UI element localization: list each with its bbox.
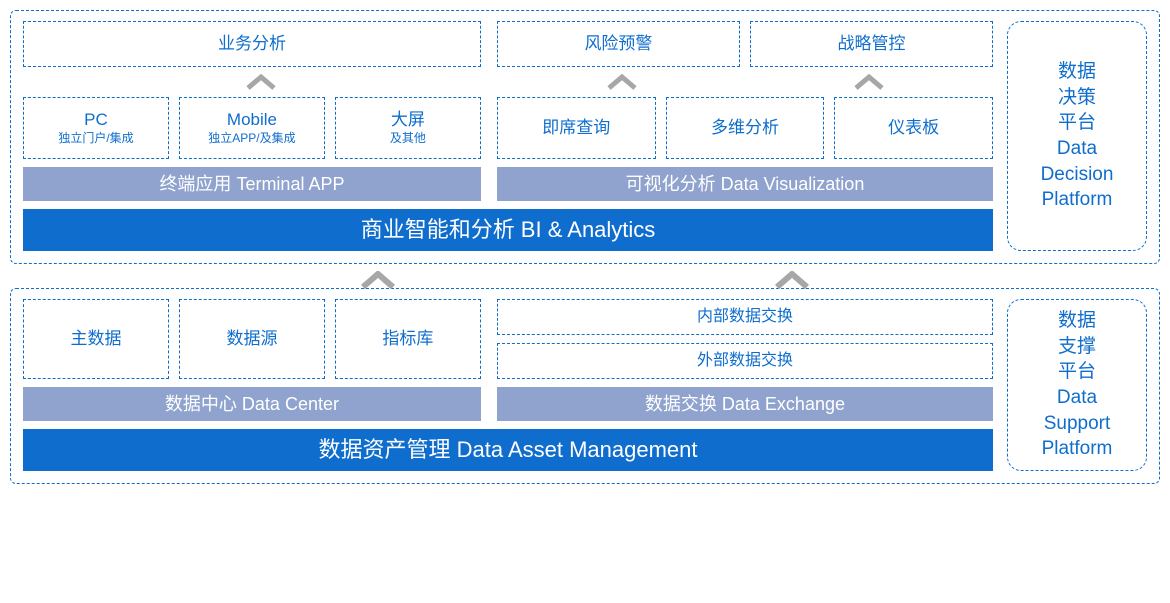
box-multidim-analysis: 多维分析 bbox=[666, 97, 825, 159]
bottom-right-items: 内部数据交换 外部数据交换 bbox=[497, 299, 993, 379]
box-sub: 独立门户/集成 bbox=[58, 132, 133, 146]
top-headline-row: 业务分析 风险预警 战略管控 bbox=[23, 21, 993, 67]
chevron-up-icon bbox=[775, 271, 809, 294]
bar-data-exchange: 数据交换 Data Exchange bbox=[497, 387, 993, 421]
box-sub: 独立APP/及集成 bbox=[208, 132, 295, 146]
bottom-region-main: 主数据 数据源 指标库 内部数据交换 外部数据交换 数据中心 Data Cent… bbox=[23, 299, 993, 471]
top-right-col-head: 风险预警 战略管控 bbox=[497, 21, 993, 67]
top-left-items: PC 独立门户/集成 Mobile 独立APP/及集成 大屏 及其他 bbox=[23, 97, 481, 159]
top-items-row: PC 独立门户/集成 Mobile 独立APP/及集成 大屏 及其他 即席查询 bbox=[23, 97, 993, 159]
box-title: 大屏 bbox=[391, 110, 425, 130]
box-mobile: Mobile 独立APP/及集成 bbox=[179, 97, 325, 159]
box-data-source: 数据源 bbox=[179, 299, 325, 379]
box-master-data: 主数据 bbox=[23, 299, 169, 379]
chevron-up-icon bbox=[23, 74, 498, 90]
bar-data-visualization: 可视化分析 Data Visualization bbox=[497, 167, 993, 201]
chevron-up-icon bbox=[361, 271, 395, 294]
side-label-decision-platform: 数据 决策 平台 Data Decision Platform bbox=[1007, 21, 1147, 251]
top-right-items: 即席查询 多维分析 仪表板 bbox=[497, 97, 993, 159]
box-external-exchange: 外部数据交换 bbox=[497, 343, 993, 379]
top-region: 业务分析 风险预警 战略管控 bbox=[10, 10, 1160, 264]
bar-data-asset-management: 数据资产管理 Data Asset Management bbox=[23, 429, 993, 471]
top-left-col: 业务分析 bbox=[23, 21, 481, 67]
box-title: Mobile bbox=[227, 110, 277, 130]
box-title: PC bbox=[84, 110, 108, 130]
bar-terminal-app: 终端应用 Terminal APP bbox=[23, 167, 481, 201]
box-internal-exchange: 内部数据交换 bbox=[497, 299, 993, 335]
chevron-up-icon bbox=[498, 74, 745, 90]
bottom-items-row: 主数据 数据源 指标库 内部数据交换 外部数据交换 bbox=[23, 299, 993, 379]
box-dashboard: 仪表板 bbox=[834, 97, 993, 159]
bar-data-center: 数据中心 Data Center bbox=[23, 387, 481, 421]
top-midbars: 终端应用 Terminal APP 可视化分析 Data Visualizati… bbox=[23, 167, 993, 201]
box-risk-warning: 风险预警 bbox=[497, 21, 740, 67]
bottom-midbars: 数据中心 Data Center 数据交换 Data Exchange bbox=[23, 387, 993, 421]
box-adhoc-query: 即席查询 bbox=[497, 97, 656, 159]
chevron-up-icon bbox=[746, 74, 993, 90]
box-strategy-control: 战略管控 bbox=[750, 21, 993, 67]
box-sub: 及其他 bbox=[390, 132, 426, 146]
bottom-region: 主数据 数据源 指标库 内部数据交换 外部数据交换 数据中心 Data Cent… bbox=[10, 288, 1160, 484]
box-pc: PC 独立门户/集成 bbox=[23, 97, 169, 159]
top-chevrons bbox=[23, 73, 993, 91]
top-region-main: 业务分析 风险预警 战略管控 bbox=[23, 21, 993, 251]
side-label-support-platform: 数据 支撑 平台 Data Support Platform bbox=[1007, 299, 1147, 471]
bar-bi-analytics: 商业智能和分析 BI & Analytics bbox=[23, 209, 993, 251]
box-metric-library: 指标库 bbox=[335, 299, 481, 379]
box-bigscreen: 大屏 及其他 bbox=[335, 97, 481, 159]
bottom-left-items: 主数据 数据源 指标库 bbox=[23, 299, 481, 379]
box-business-analysis: 业务分析 bbox=[23, 21, 481, 67]
